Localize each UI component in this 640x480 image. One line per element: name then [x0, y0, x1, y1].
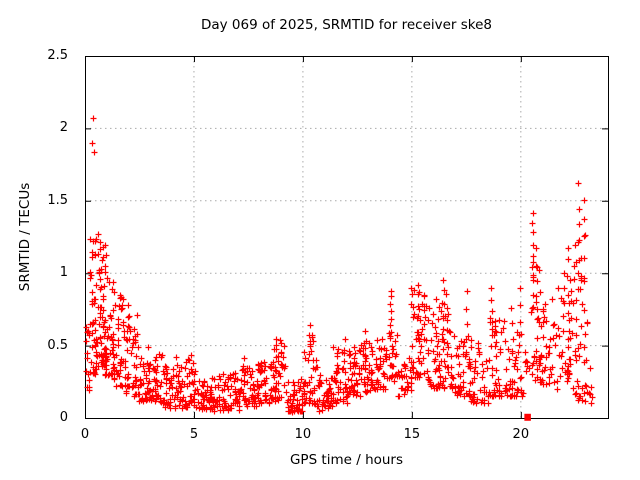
- y-tick-label: 1: [59, 265, 68, 281]
- y-tick-labels: 0 0.5 1 1.5 2 2.5: [0, 0, 68, 480]
- y-tick-label: 2.5: [47, 48, 68, 63]
- y-tick-label: 2: [59, 120, 68, 136]
- axis-border: [85, 56, 609, 419]
- x-tick-label: 15: [403, 427, 421, 442]
- axis-ticks: [85, 56, 608, 419]
- x-tick-label: 5: [189, 427, 199, 442]
- y-tick-label: 0: [59, 410, 68, 425]
- square-data-point: [524, 413, 531, 421]
- y-tick-label: 0.5: [47, 337, 68, 353]
- x-axis-label: GPS time / hours: [289, 452, 404, 468]
- x-tick-label: 0: [80, 427, 90, 442]
- y-tick-label: 1.5: [47, 192, 68, 208]
- grid-lines: [85, 56, 608, 418]
- chart-title: Day 069 of 2025, SRMTID for receiver ske…: [200, 17, 493, 33]
- x-tick-label: 10: [294, 427, 312, 442]
- x-tick-label: 20: [512, 427, 530, 442]
- data-points: [83, 115, 596, 416]
